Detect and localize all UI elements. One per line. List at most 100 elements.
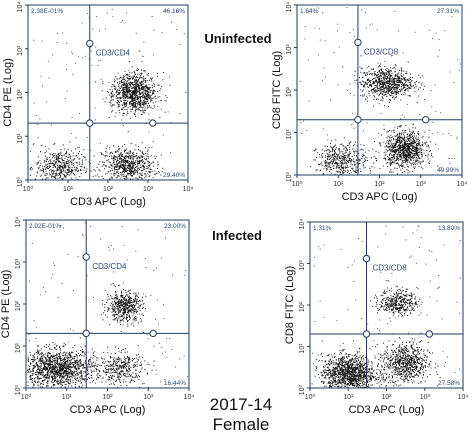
event-dot (118, 165, 120, 167)
event-dot (382, 86, 384, 88)
event-dot (136, 108, 138, 110)
event-dot (405, 71, 407, 73)
event-dot (111, 307, 113, 309)
event-dot (401, 136, 403, 138)
event-dot (368, 91, 370, 93)
event-dot (34, 178, 36, 180)
event-dot (397, 139, 399, 141)
event-dot (374, 74, 376, 76)
event-dot (135, 164, 136, 166)
event-dot (333, 155, 335, 157)
event-dot (399, 151, 401, 153)
event-dot (67, 353, 69, 355)
event-dot (361, 84, 363, 85)
event-dot (374, 157, 376, 159)
event-dot (418, 158, 420, 159)
event-dot (125, 176, 127, 178)
gate-handle[interactable] (354, 116, 362, 124)
event-dot (135, 304, 137, 306)
event-dot (430, 90, 432, 92)
event-dot (370, 79, 372, 81)
event-dot (407, 141, 408, 143)
gate-handle[interactable] (422, 116, 430, 124)
event-dot (419, 151, 421, 153)
event-dot (70, 150, 72, 152)
event-dot (64, 170, 66, 172)
event-dot (354, 70, 356, 72)
event-dot (132, 102, 134, 104)
event-dot (393, 153, 395, 155)
event-dot (338, 159, 340, 161)
event-dot (138, 163, 140, 165)
event-dot (40, 175, 42, 177)
event-dot (384, 77, 386, 79)
event-dot (404, 79, 406, 81)
event-dot (95, 175, 97, 177)
event-dot (398, 154, 400, 156)
event-dot (135, 301, 137, 303)
event-dot (73, 158, 75, 160)
event-dot (101, 152, 103, 154)
event-dot (335, 151, 337, 153)
event-dot (140, 110, 141, 112)
event-dot (387, 150, 389, 152)
event-dot (360, 55, 362, 57)
event-dot (143, 104, 145, 106)
event-dot (129, 90, 131, 92)
event-dot (440, 169, 442, 171)
event-dot (343, 168, 344, 170)
event-dot (389, 79, 390, 81)
event-dot (81, 22, 83, 24)
event-dot (153, 84, 155, 86)
event-dot (122, 95, 124, 97)
event-dot (94, 107, 96, 109)
event-dot (63, 354, 65, 356)
event-dot (55, 357, 57, 359)
event-dot (130, 151, 132, 152)
event-dot (114, 78, 115, 80)
event-dot (127, 92, 129, 94)
event-dot (393, 82, 395, 84)
event-dot (122, 87, 124, 89)
event-dot (136, 84, 138, 86)
event-dot (123, 168, 125, 170)
event-dot (123, 166, 125, 168)
event-dot (131, 302, 132, 303)
event-dot (415, 158, 417, 160)
event-dot (336, 162, 338, 163)
event-dot (338, 153, 340, 155)
quadrant-label-upper-right: 27.31% (437, 8, 459, 15)
event-dot (64, 153, 66, 155)
event-dot (389, 154, 390, 156)
event-dot (128, 165, 130, 167)
event-dot (403, 70, 405, 72)
event-dot (110, 152, 111, 154)
event-dot (109, 94, 111, 96)
event-dot (314, 159, 316, 161)
event-dot (39, 118, 41, 120)
event-dot (123, 90, 125, 92)
event-dot (140, 156, 142, 158)
event-dot (331, 154, 333, 156)
event-dot (393, 90, 395, 92)
event-dot (131, 161, 133, 163)
event-dot (118, 85, 120, 87)
event-dot (136, 177, 138, 179)
event-dot (137, 87, 139, 89)
gate-handle[interactable] (86, 119, 94, 127)
event-dot (108, 82, 110, 84)
event-dot (58, 369, 60, 371)
event-dot (133, 325, 135, 327)
event-dot (137, 295, 138, 297)
event-dot (60, 154, 62, 156)
event-dot (133, 171, 135, 172)
gate-handle[interactable] (86, 39, 94, 48)
event-dot (130, 85, 132, 87)
event-dot (160, 108, 162, 110)
event-dot (368, 93, 370, 95)
event-dot (392, 143, 394, 145)
event-dot (382, 94, 384, 95)
event-dot (125, 162, 126, 164)
gate-handle[interactable] (149, 119, 157, 127)
gate-handle[interactable] (354, 38, 362, 47)
